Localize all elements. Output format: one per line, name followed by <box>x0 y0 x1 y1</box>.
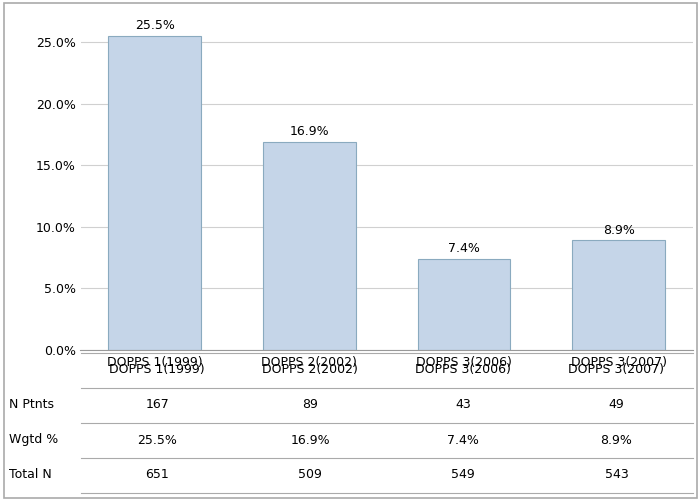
Text: 89: 89 <box>302 398 318 411</box>
Text: 7.4%: 7.4% <box>448 242 480 255</box>
Text: 543: 543 <box>605 468 629 481</box>
Text: 549: 549 <box>452 468 475 481</box>
Text: 16.9%: 16.9% <box>290 125 329 138</box>
Text: 8.9%: 8.9% <box>603 224 635 236</box>
Bar <box>573 240 665 350</box>
Text: 25.5%: 25.5% <box>135 20 175 32</box>
Text: N Ptnts: N Ptnts <box>9 398 54 411</box>
Text: 25.5%: 25.5% <box>137 434 177 446</box>
Text: DOPPS 1(1999): DOPPS 1(1999) <box>109 364 205 376</box>
Text: Total N: Total N <box>9 468 52 481</box>
Bar <box>108 36 201 350</box>
Bar <box>418 259 510 350</box>
Text: DOPPS 2(2002): DOPPS 2(2002) <box>262 364 358 376</box>
Text: 7.4%: 7.4% <box>447 434 480 446</box>
Text: 43: 43 <box>456 398 471 411</box>
Text: DOPPS 3(2007): DOPPS 3(2007) <box>568 364 664 376</box>
Text: 167: 167 <box>145 398 169 411</box>
Text: DOPPS 3(2006): DOPPS 3(2006) <box>415 364 511 376</box>
Text: 509: 509 <box>298 468 322 481</box>
Text: 8.9%: 8.9% <box>601 434 632 446</box>
Bar <box>263 142 356 350</box>
Text: 49: 49 <box>608 398 624 411</box>
Text: 16.9%: 16.9% <box>290 434 330 446</box>
Text: Wgtd %: Wgtd % <box>9 434 58 446</box>
Text: 651: 651 <box>145 468 169 481</box>
